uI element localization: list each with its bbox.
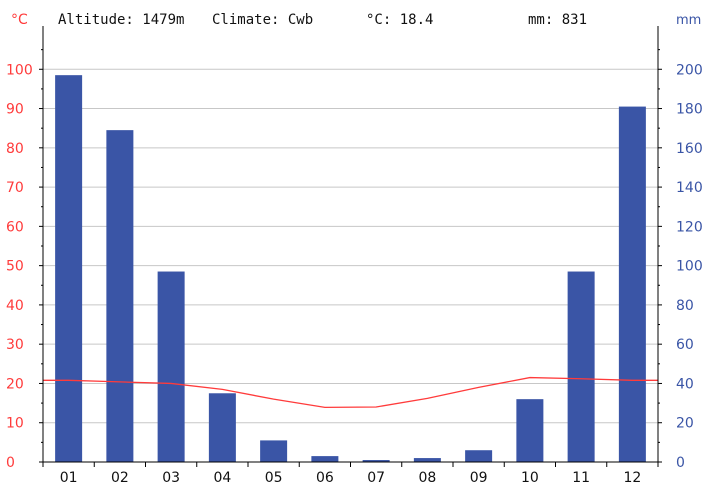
right-tick-label: 140: [676, 180, 703, 196]
left-tick-label: 10: [6, 416, 24, 432]
temperature-line: [43, 376, 658, 409]
month-label: 05: [265, 470, 283, 486]
left-tick-label: 80: [6, 141, 24, 157]
left-tick-label: 40: [6, 298, 24, 314]
month-label: 11: [572, 470, 590, 486]
right-unit-label: mm: [676, 13, 701, 28]
right-tick-label: 100: [676, 259, 703, 275]
precipitation-bar: [157, 271, 185, 462]
climate-text: Climate: Cwb: [212, 12, 313, 28]
precipitation-bar: [311, 456, 339, 462]
precipitation-bars: [55, 75, 646, 463]
precipitation-bar: [362, 460, 390, 462]
precipitation-bar: [567, 271, 595, 462]
left-tick-label: 30: [6, 337, 24, 353]
left-tick-label: 0: [6, 455, 15, 471]
precipitation-bar: [260, 440, 288, 462]
precipitation-bar: [516, 399, 544, 462]
month-label: 02: [111, 470, 129, 486]
precipitation-bar: [618, 106, 646, 462]
month-label: 07: [367, 470, 385, 486]
precipitation-bar: [55, 75, 83, 462]
axes: [42, 26, 659, 463]
precipitation-bar: [413, 458, 441, 462]
precipitation-bar: [465, 450, 493, 462]
month-axis-ticks: 01 02 03 04 05 06 07 08 09 10 11 12: [42, 462, 659, 486]
month-label: 12: [623, 470, 641, 486]
month-label: 01: [60, 470, 78, 486]
right-axis-ticks: 0 20 40 60 80 100 120 140 160 180 200: [658, 49, 703, 471]
temperature-polyline: [43, 376, 658, 409]
altitude-text: Altitude: 1479m: [58, 12, 184, 28]
precipitation-bar: [106, 130, 134, 463]
month-label: 10: [521, 470, 539, 486]
right-tick-label: 0: [676, 455, 685, 471]
right-tick-label: 60: [676, 337, 694, 353]
right-tick-label: 80: [676, 298, 694, 314]
right-tick-label: 160: [676, 141, 703, 157]
left-tick-label: 20: [6, 376, 24, 392]
right-tick-label: 20: [676, 416, 694, 432]
month-label: 04: [213, 470, 231, 486]
left-tick-label: 70: [6, 180, 24, 196]
month-label: 03: [162, 470, 180, 486]
month-label: 08: [418, 470, 436, 486]
left-tick-label: 60: [6, 219, 24, 235]
right-tick-label: 200: [676, 62, 703, 78]
month-label: 09: [470, 470, 488, 486]
left-unit-label: °C: [11, 12, 28, 28]
gridlines: [43, 68, 658, 424]
right-tick-label: 120: [676, 219, 703, 235]
left-tick-label: 50: [6, 259, 24, 275]
left-tick-label: 90: [6, 102, 24, 118]
right-tick-label: 40: [676, 376, 694, 392]
precipitation-bar: [208, 393, 236, 462]
left-tick-label: 100: [6, 62, 33, 78]
month-label: 06: [316, 470, 334, 486]
left-axis-ticks: 0 10 20 30 40 50 60 70 80 90 100: [6, 49, 43, 471]
precipitation-total-text: mm: 831: [528, 12, 587, 28]
temperature-average-text: °C: 18.4: [366, 12, 433, 28]
right-tick-label: 180: [676, 102, 703, 118]
